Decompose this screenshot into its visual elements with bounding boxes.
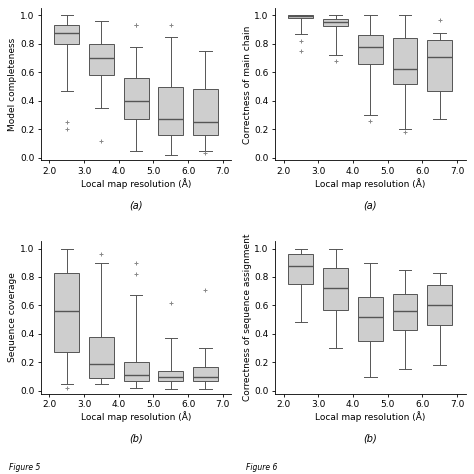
PathPatch shape xyxy=(124,362,148,381)
PathPatch shape xyxy=(323,19,348,26)
PathPatch shape xyxy=(323,268,348,310)
PathPatch shape xyxy=(427,285,452,325)
PathPatch shape xyxy=(158,371,183,381)
PathPatch shape xyxy=(89,44,114,75)
PathPatch shape xyxy=(158,87,183,135)
Y-axis label: Model completeness: Model completeness xyxy=(9,38,18,131)
PathPatch shape xyxy=(427,40,452,91)
PathPatch shape xyxy=(89,337,114,378)
Y-axis label: Correctness of main chain: Correctness of main chain xyxy=(243,25,252,144)
Text: (a): (a) xyxy=(129,200,143,210)
X-axis label: Local map resolution (Å): Local map resolution (Å) xyxy=(315,411,426,422)
PathPatch shape xyxy=(54,25,79,44)
PathPatch shape xyxy=(289,254,313,284)
X-axis label: Local map resolution (Å): Local map resolution (Å) xyxy=(315,179,426,190)
PathPatch shape xyxy=(358,36,383,64)
PathPatch shape xyxy=(289,16,313,18)
PathPatch shape xyxy=(193,366,218,381)
Y-axis label: Correctness of sequence assignment: Correctness of sequence assignment xyxy=(243,234,252,401)
Text: Figure 5: Figure 5 xyxy=(9,463,41,472)
Text: (b): (b) xyxy=(364,433,377,443)
X-axis label: Local map resolution (Å): Local map resolution (Å) xyxy=(81,411,191,422)
PathPatch shape xyxy=(193,90,218,135)
Y-axis label: Sequence coverage: Sequence coverage xyxy=(9,273,18,363)
PathPatch shape xyxy=(124,78,148,119)
PathPatch shape xyxy=(392,294,418,329)
PathPatch shape xyxy=(54,273,79,352)
PathPatch shape xyxy=(392,38,418,84)
Text: (b): (b) xyxy=(129,433,143,443)
PathPatch shape xyxy=(358,297,383,341)
X-axis label: Local map resolution (Å): Local map resolution (Å) xyxy=(81,179,191,190)
Text: (a): (a) xyxy=(364,200,377,210)
Text: Figure 6: Figure 6 xyxy=(246,463,278,472)
